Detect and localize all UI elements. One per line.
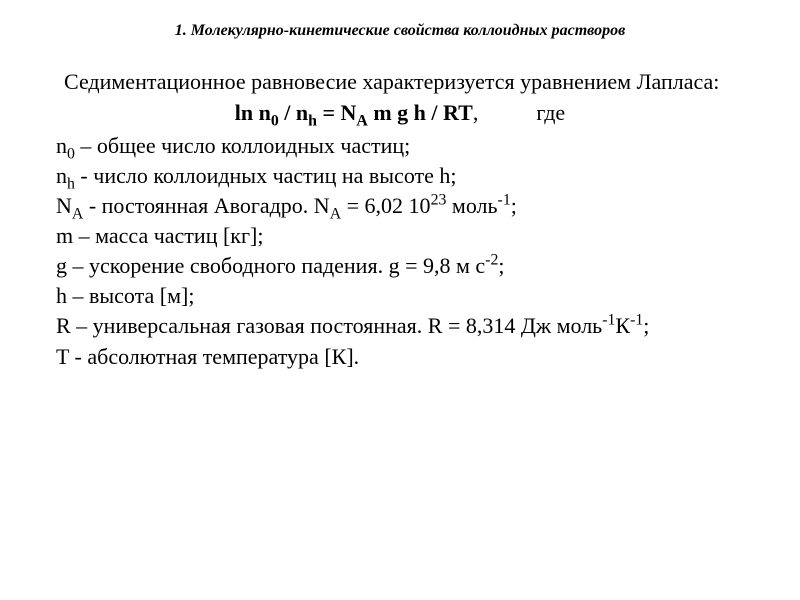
eq-ln: ln n bbox=[235, 100, 271, 125]
def-na-sup: 23 bbox=[431, 191, 447, 208]
def-na-sub2: A bbox=[330, 205, 341, 222]
def-nh-sub: h bbox=[67, 175, 75, 192]
eq-tail: m g h / RT bbox=[368, 100, 473, 125]
def-m: m – масса частиц [кг]; bbox=[36, 222, 764, 250]
slide-title: 1. Молекулярно-кинетические свойства кол… bbox=[36, 22, 764, 40]
def-na-text2: = 6,02 10 bbox=[341, 193, 430, 218]
def-r: R – универсальная газовая постоянная. R … bbox=[36, 312, 764, 340]
laplace-equation: ln n0 / nh = NA m g h / RT, где bbox=[36, 100, 764, 126]
slide: 1. Молекулярно-кинетические свойства кол… bbox=[0, 0, 800, 600]
def-t: T - абсолютная температура [К]. bbox=[36, 343, 764, 371]
def-na-sub: A bbox=[72, 205, 83, 222]
def-na-text4: ; bbox=[511, 193, 517, 218]
eq-comma: , bbox=[473, 100, 479, 125]
def-g-text1: g – ускорение свободного падения. g = 9,… bbox=[56, 253, 485, 278]
def-nh: nh - число коллоидных частиц на высоте h… bbox=[36, 162, 764, 190]
def-n0-text: – общее число коллоидных частиц; bbox=[75, 133, 410, 158]
def-g-text2: ; bbox=[498, 253, 504, 278]
def-r-sup2: -1 bbox=[630, 312, 643, 329]
def-na: NA - постоянная Авогадро. NA = 6,02 1023… bbox=[36, 192, 764, 220]
def-nh-sym: n bbox=[56, 163, 67, 188]
def-na-sym: N bbox=[56, 193, 72, 218]
def-r-text1: R – универсальная газовая постоянная. R … bbox=[56, 313, 602, 338]
def-na-text1: - постоянная Авогадро. N bbox=[83, 193, 329, 218]
def-na-text3: моль bbox=[446, 193, 497, 218]
eq-where: где bbox=[536, 100, 565, 126]
def-r-text2: К bbox=[615, 313, 630, 338]
def-r-text3: ; bbox=[643, 313, 649, 338]
eq-eq: = N bbox=[317, 100, 356, 125]
intro-paragraph: Седиментационное равновесие характеризуе… bbox=[36, 68, 764, 96]
eq-sub-0: 0 bbox=[271, 112, 279, 129]
def-g-sup: -2 bbox=[485, 252, 498, 269]
def-n0-sym: n bbox=[56, 133, 67, 158]
def-r-sup1: -1 bbox=[602, 312, 615, 329]
def-h: h – высота [м]; bbox=[36, 282, 764, 310]
eq-slash: / n bbox=[279, 100, 308, 125]
def-g: g – ускорение свободного падения. g = 9,… bbox=[36, 252, 764, 280]
def-nh-text: - число коллоидных частиц на высоте h; bbox=[75, 163, 457, 188]
eq-sub-h: h bbox=[308, 112, 317, 129]
def-na-sup2: -1 bbox=[498, 191, 511, 208]
def-n0: n0 – общее число коллоидных частиц; bbox=[36, 132, 764, 160]
def-n0-sub: 0 bbox=[67, 145, 75, 162]
eq-sub-a: A bbox=[356, 112, 367, 129]
